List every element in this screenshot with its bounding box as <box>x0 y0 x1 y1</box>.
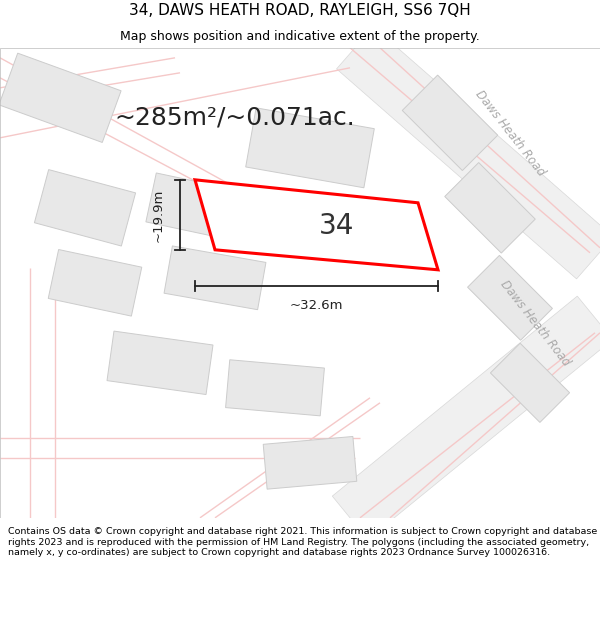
Polygon shape <box>164 246 266 310</box>
Polygon shape <box>467 256 553 340</box>
Polygon shape <box>0 53 121 143</box>
Polygon shape <box>332 296 600 539</box>
Polygon shape <box>146 173 254 242</box>
Text: Contains OS data © Crown copyright and database right 2021. This information is : Contains OS data © Crown copyright and d… <box>8 528 597 557</box>
Polygon shape <box>246 108 374 188</box>
Text: ~32.6m: ~32.6m <box>290 299 343 312</box>
Text: 34: 34 <box>319 211 354 239</box>
Polygon shape <box>195 180 438 270</box>
Polygon shape <box>402 75 498 171</box>
Polygon shape <box>490 343 569 422</box>
Text: Map shows position and indicative extent of the property.: Map shows position and indicative extent… <box>120 30 480 43</box>
Polygon shape <box>48 249 142 316</box>
Polygon shape <box>445 162 535 253</box>
Text: 34, DAWS HEATH ROAD, RAYLEIGH, SS6 7QH: 34, DAWS HEATH ROAD, RAYLEIGH, SS6 7QH <box>129 2 471 18</box>
Polygon shape <box>34 169 136 246</box>
Polygon shape <box>226 360 325 416</box>
Polygon shape <box>337 27 600 279</box>
Text: ~19.9m: ~19.9m <box>151 188 164 241</box>
Text: Daws Heath Road: Daws Heath Road <box>473 88 547 178</box>
Text: ~285m²/~0.071ac.: ~285m²/~0.071ac. <box>115 106 355 130</box>
Polygon shape <box>107 331 213 394</box>
Polygon shape <box>263 436 357 489</box>
Text: Daws Heath Road: Daws Heath Road <box>497 278 572 368</box>
